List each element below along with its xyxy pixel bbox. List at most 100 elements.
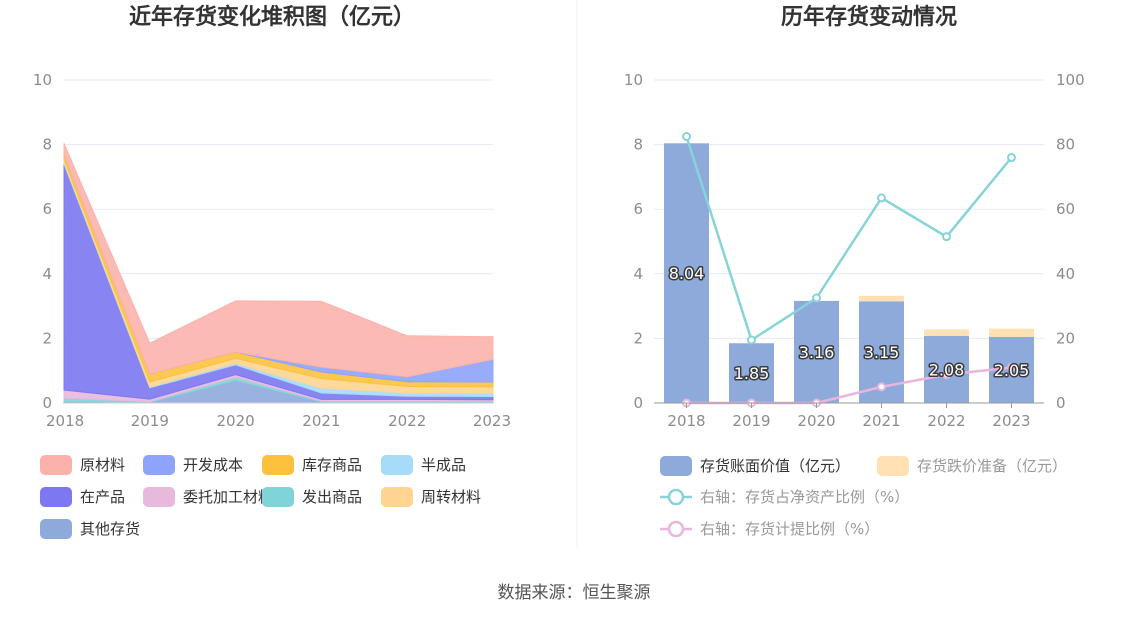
- inventory-combo-chart-title: 历年存货变动情况: [781, 4, 957, 30]
- legend-label: 右轴：存货计提比例（%）: [700, 520, 879, 538]
- line-point[interactable]: [1007, 362, 1016, 372]
- y-tick-label: 10: [624, 71, 643, 89]
- legend-swatch: [877, 456, 909, 476]
- legend-label: 存货账面价值（亿元）: [700, 457, 850, 475]
- legend-marker: [667, 520, 685, 538]
- legend-item[interactable]: 周转材料: [381, 487, 481, 507]
- line-point[interactable]: [942, 370, 951, 380]
- legend-item[interactable]: 存货跌价准备（亿元）: [877, 456, 1067, 476]
- legend-item[interactable]: 库存商品: [262, 455, 362, 475]
- legend-label: 委托加工材料: [183, 488, 273, 506]
- legend-swatch: [381, 487, 413, 507]
- legend-swatch: [381, 455, 413, 475]
- area-layer: [63, 143, 494, 378]
- y-tick-label: 2: [42, 329, 52, 347]
- legend-item[interactable]: 其他存货: [40, 519, 140, 539]
- legend-item[interactable]: 在产品: [40, 487, 125, 507]
- x-tick-label: 2018: [46, 412, 84, 430]
- y2-tick-label: 60: [1056, 200, 1075, 218]
- y-tick-label: 6: [42, 200, 52, 218]
- legend-swatch: [40, 487, 72, 507]
- y-tick-label: 6: [633, 200, 643, 218]
- y2-tick-label: 20: [1056, 329, 1075, 347]
- bar-value-label: 8.04: [669, 264, 705, 283]
- combo-gridlines: [654, 79, 1044, 339]
- x-tick-label: 2023: [992, 412, 1030, 430]
- line-point[interactable]: [942, 232, 951, 242]
- combo-bar-labels: 8.04 1.85 3.16 3.15 2.08 2.05: [667, 263, 1031, 385]
- y-tick-label: 8: [633, 136, 643, 154]
- y-tick-label: 4: [633, 265, 643, 283]
- line-point[interactable]: [747, 335, 756, 345]
- combo-legend: 存货账面价值（亿元） 存货跌价准备（亿元） 右轴：存货占净资产比例（%） 右轴：存货计…: [660, 456, 1067, 538]
- x-tick-label: 2020: [217, 412, 255, 430]
- legend-item[interactable]: 开发成本: [143, 455, 243, 475]
- x-tick-label: 2019: [131, 412, 169, 430]
- x-tick-label: 2018: [667, 412, 705, 430]
- y-tick-label: 0: [633, 394, 643, 412]
- bar-value-label: 2.05: [994, 361, 1030, 380]
- legend-label: 半成品: [421, 456, 466, 474]
- bar-value-label: 2.08: [929, 360, 965, 379]
- legend-item[interactable]: 发出商品: [262, 487, 362, 507]
- legend-label: 库存商品: [302, 456, 362, 474]
- x-tick-label: 2019: [732, 412, 770, 430]
- x-tick-label: 2020: [797, 412, 835, 430]
- legend-item[interactable]: 存货账面价值（亿元）: [660, 456, 850, 476]
- x-tick-label: 2023: [473, 412, 511, 430]
- legend-label: 周转材料: [421, 488, 481, 506]
- x-tick-label: 2022: [927, 412, 965, 430]
- bar-book-value[interactable]: [924, 335, 969, 403]
- legend-swatch: [40, 455, 72, 475]
- line-point[interactable]: [812, 293, 821, 303]
- y2-tick-label: 80: [1056, 136, 1075, 154]
- legend-item[interactable]: 委托加工材料: [143, 487, 273, 507]
- stacked-area-chart-title: 近年存货变化堆积图（亿元）: [129, 4, 415, 30]
- legend-label: 右轴：存货占净资产比例（%）: [700, 488, 909, 506]
- legend-marker: [667, 488, 685, 506]
- stacked-area-chart: 近年存货变化堆积图（亿元） 0 2 4 6 8 10 2018 2019 2020 2021 202…: [33, 4, 511, 539]
- legend-item[interactable]: 右轴：存货计提比例（%）: [660, 520, 879, 538]
- x-tick-label: 2021: [302, 412, 340, 430]
- legend-item[interactable]: 右轴：存货占净资产比例（%）: [660, 488, 909, 506]
- legend-item[interactable]: 半成品: [381, 455, 466, 475]
- bar-value-label: 1.85: [734, 364, 770, 383]
- legend-label: 发出商品: [302, 488, 362, 506]
- legend-swatch: [262, 487, 294, 507]
- stacked-area-layers: [63, 143, 494, 404]
- line-point[interactable]: [1007, 153, 1016, 163]
- legend-label: 存货跌价准备（亿元）: [917, 457, 1067, 475]
- y2-tick-label: 100: [1056, 71, 1085, 89]
- bar-value-label: 3.16: [799, 343, 835, 362]
- legend-swatch: [262, 455, 294, 475]
- stacked-area-axes: 0 2 4 6 8 10 2018 2019 2020 2021 2022 2023: [33, 71, 511, 430]
- y-tick-label: 4: [42, 265, 52, 283]
- line-ratio-to-net-assets: [685, 136, 1013, 342]
- combo-bars: [664, 143, 1034, 404]
- bar-impairment[interactable]: [924, 329, 969, 336]
- y-tick-label: 10: [33, 71, 52, 89]
- y2-tick-label: 0: [1056, 394, 1066, 412]
- legend-label: 在产品: [80, 488, 125, 506]
- legend-item[interactable]: 原材料: [40, 455, 125, 475]
- data-source-note: 数据来源：恒生聚源: [498, 583, 651, 603]
- legend-swatch: [40, 519, 72, 539]
- y-tick-label: 8: [42, 136, 52, 154]
- legend-label: 其他存货: [80, 520, 140, 538]
- y-tick-label: 0: [42, 394, 52, 412]
- bar-book-value[interactable]: [794, 300, 839, 403]
- bar-impairment[interactable]: [989, 328, 1034, 337]
- bar-impairment[interactable]: [859, 295, 904, 302]
- legend-label: 开发成本: [183, 456, 243, 474]
- bar-book-value[interactable]: [729, 343, 774, 403]
- bar-value-label: 3.15: [864, 343, 900, 362]
- x-tick-label: 2022: [388, 412, 426, 430]
- line-point[interactable]: [877, 193, 886, 203]
- line-point[interactable]: [877, 382, 886, 392]
- line-point[interactable]: [682, 132, 691, 142]
- x-tick-label: 2021: [862, 412, 900, 430]
- y2-tick-label: 40: [1056, 265, 1075, 283]
